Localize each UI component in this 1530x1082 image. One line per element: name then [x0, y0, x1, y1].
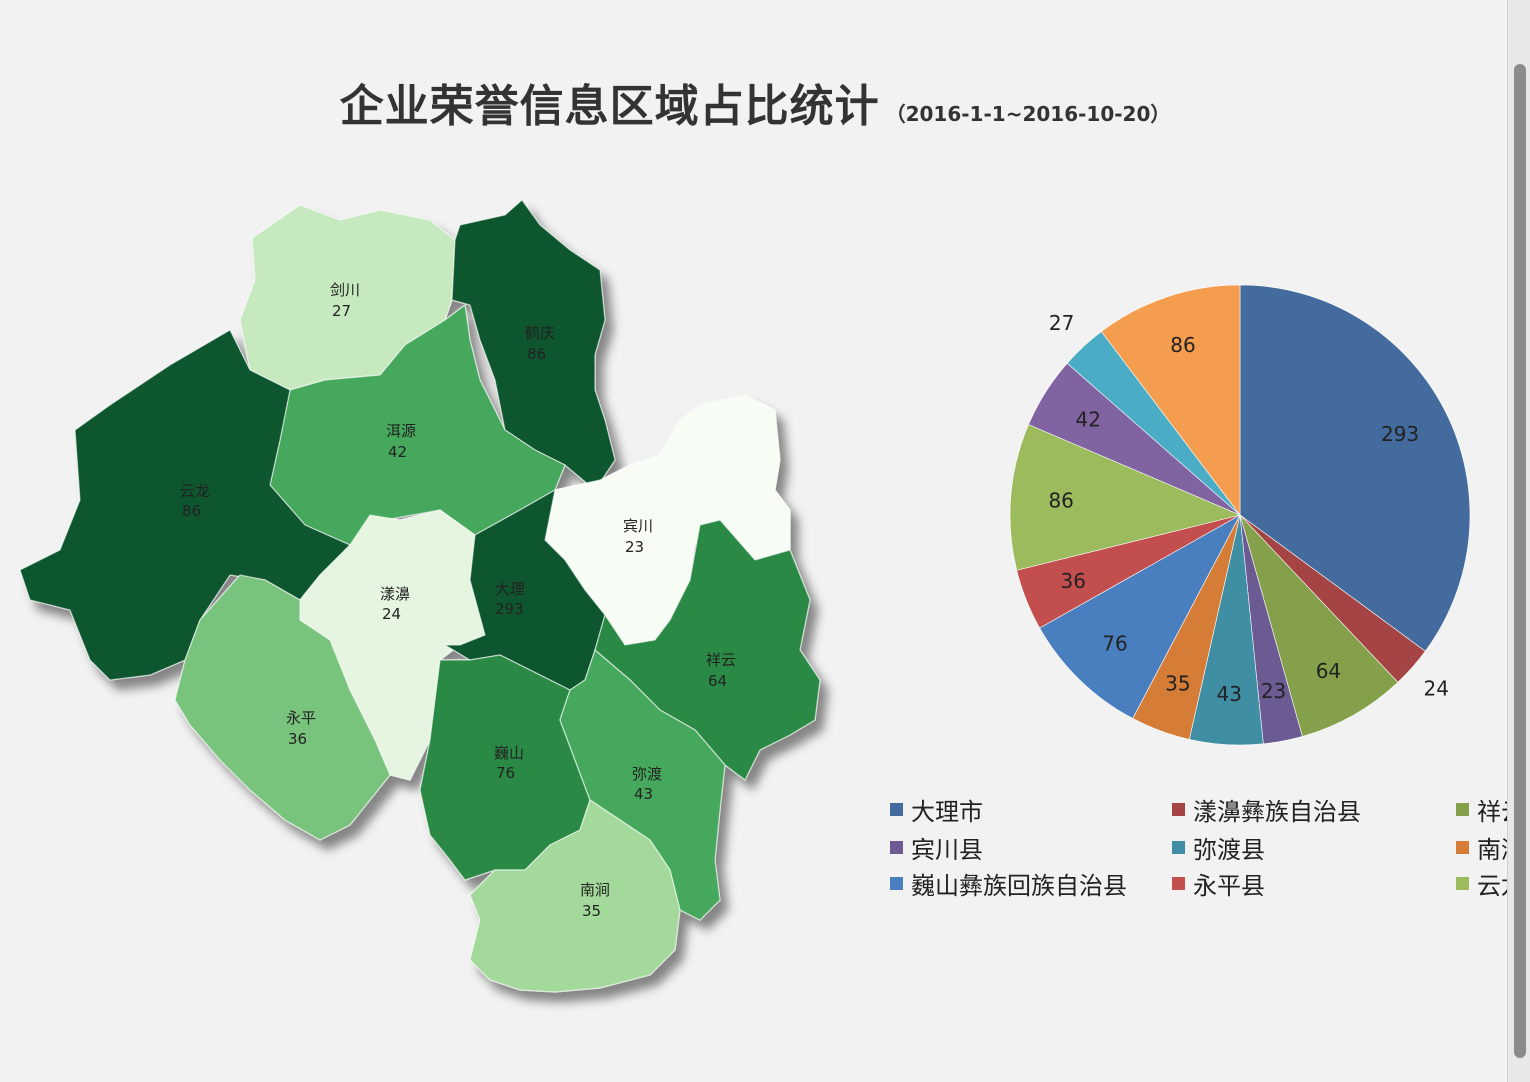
map-label-value: 35 — [582, 902, 601, 920]
legend-swatch — [890, 803, 903, 816]
legend-label: 南涧彝族自治县 — [1477, 836, 1510, 864]
pie-data-label: 64 — [1316, 659, 1341, 683]
map-label-name: 剑川 — [330, 281, 360, 299]
pie-data-label: 86 — [1048, 489, 1073, 513]
pie-slices — [1009, 284, 1471, 746]
legend-item[interactable]: 南涧彝族自治县 — [1456, 830, 1510, 865]
pie-data-label: 36 — [1061, 569, 1086, 593]
legend-swatch — [890, 841, 903, 854]
map-label-value: 86 — [527, 345, 546, 363]
map-label-value: 86 — [182, 502, 201, 520]
pie-data-label: 86 — [1170, 333, 1195, 357]
pie-chart: 293 24 64 23 43 35 76 36 86 42 27 86 — [1009, 284, 1471, 746]
map-label-value: 27 — [332, 302, 351, 320]
legend-item[interactable]: 云龙县 — [1456, 866, 1510, 901]
legend-item[interactable]: 大理市 — [890, 792, 983, 827]
pie-legend: 大理市 漾濞彝族自治县 祥云县宾川县 弥渡县 南涧彝族自治县巍山彝族回族自治县 永平县 云龙… — [890, 790, 1510, 910]
map-label-name: 宾川 — [623, 517, 653, 535]
pie-data-label: 43 — [1216, 682, 1241, 706]
pie-labels: 293 24 64 23 43 35 76 36 86 42 27 86 — [1048, 311, 1449, 706]
legend-item[interactable]: 永平县 — [1172, 866, 1265, 901]
map-label-value: 42 — [388, 443, 407, 461]
legend-swatch — [1172, 841, 1185, 854]
map-region-yongping[interactable] — [174, 574, 391, 841]
map-labels: 剑川 27 鹤庆 86 洱源 42 云龙 86 宾川 23 漾濞 24 大理 2… — [180, 281, 736, 920]
legend-swatch — [1172, 877, 1185, 890]
map-label-value: 36 — [288, 730, 307, 748]
legend-swatch — [1456, 877, 1469, 890]
chart-header: 企业荣誉信息区域占比统计 （2016-1-1~2016-10-20） — [0, 70, 1510, 134]
map-label-name: 漾濞 — [380, 585, 410, 603]
map-label-name: 云龙 — [180, 482, 210, 500]
legend-swatch — [1456, 803, 1469, 816]
vertical-scrollbar[interactable] — [1507, 0, 1530, 1082]
legend-item[interactable]: 巍山彝族回族自治县 — [890, 866, 1127, 901]
pie-data-label: 27 — [1049, 311, 1074, 335]
map-region-nanjian[interactable] — [469, 799, 681, 993]
legend-swatch — [1456, 841, 1469, 854]
scrollbar-thumb[interactable] — [1514, 64, 1526, 1058]
map-region-xiangyun[interactable] — [594, 519, 821, 781]
map-label-value: 64 — [708, 672, 727, 690]
pie-slice[interactable] — [1100, 284, 1241, 516]
map-label-name: 南涧 — [580, 881, 610, 899]
page-title: 企业荣誉信息区域占比统计 — [339, 81, 880, 132]
date-range-subtitle: （2016-1-1~2016-10-20） — [885, 102, 1171, 126]
map-label-value: 23 — [625, 538, 644, 556]
pie-data-label: 35 — [1165, 671, 1190, 695]
legend-label: 巍山彝族回族自治县 — [911, 872, 1127, 900]
pie-slice[interactable] — [1239, 514, 1399, 737]
legend-item[interactable]: 祥云县 — [1456, 792, 1510, 827]
legend-item[interactable]: 弥渡县 — [1172, 830, 1265, 865]
legend-label: 云龙县 — [1477, 872, 1510, 900]
legend-label: 永平县 — [1193, 872, 1265, 900]
map-label-name: 大理 — [495, 580, 525, 598]
map-label-value: 293 — [495, 600, 524, 618]
legend-swatch — [890, 877, 903, 890]
legend-swatch — [1172, 803, 1185, 816]
pie-data-label: 42 — [1076, 407, 1101, 431]
map-label-value: 24 — [382, 605, 401, 623]
pie-data-label: 23 — [1261, 679, 1286, 703]
pie-slice[interactable] — [1039, 514, 1241, 719]
legend-label: 漾濞彝族自治县 — [1193, 798, 1361, 826]
map-label-name: 鹤庆 — [525, 324, 555, 342]
map-label-name: 巍山 — [494, 744, 524, 762]
map-region-yunlong[interactable] — [19, 329, 352, 681]
legend-label: 大理市 — [911, 798, 983, 826]
pie-slice[interactable] — [1009, 424, 1241, 571]
legend-item[interactable]: 漾濞彝族自治县 — [1172, 792, 1361, 827]
map-label-name: 洱源 — [386, 422, 416, 440]
legend-item[interactable]: 宾川县 — [890, 830, 983, 865]
legend-label: 宾川县 — [911, 836, 983, 864]
map-label-value: 76 — [496, 764, 515, 782]
pie-data-label: 76 — [1102, 632, 1127, 656]
pie-data-label: 24 — [1424, 677, 1449, 701]
legend-label: 弥渡县 — [1193, 836, 1265, 864]
region-map: 剑川 27 鹤庆 86 洱源 42 云龙 86 宾川 23 漾濞 24 大理 2… — [19, 199, 821, 993]
map-label-name: 祥云 — [706, 651, 736, 669]
map-label-name: 永平 — [286, 709, 316, 727]
pie-slice[interactable] — [1239, 284, 1471, 652]
map-label-name: 弥渡 — [632, 765, 662, 783]
pie-data-label: 293 — [1381, 422, 1419, 446]
legend-label: 祥云县 — [1477, 798, 1510, 826]
map-region-heqing[interactable] — [451, 199, 616, 491]
map-label-value: 43 — [634, 785, 653, 803]
